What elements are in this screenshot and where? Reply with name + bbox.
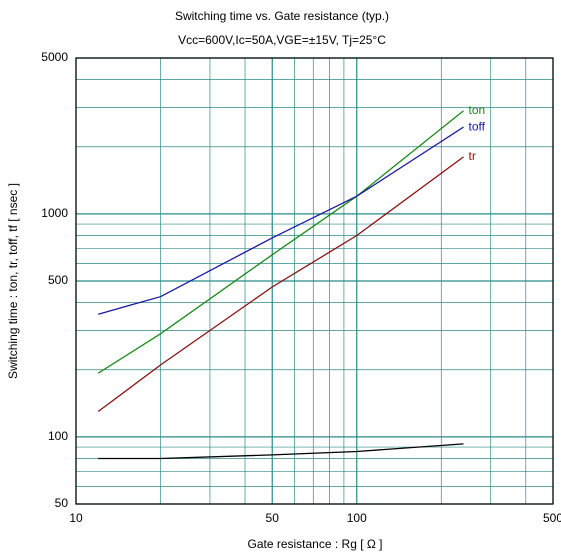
x-tick-label: 10: [69, 511, 83, 525]
chart-subtitle: Vcc=600V,Ic=50A,VGE=±15V, Tj=25°C: [178, 33, 386, 47]
series-label: toff: [469, 119, 486, 133]
x-tick-label: 50: [266, 511, 280, 525]
series-label: ton: [469, 103, 486, 117]
plot-frame: [75, 57, 554, 505]
y-tick-label: 1000: [41, 206, 68, 220]
y-tick-label: 5000: [41, 50, 68, 64]
series-line: [97, 110, 464, 374]
series-line: [97, 156, 464, 413]
series-line: [98, 443, 464, 460]
x-tick-label: 500: [543, 511, 561, 525]
y-tick-label: 100: [48, 429, 68, 443]
y-tick-label: 500: [48, 273, 68, 287]
chart-title: Switching time vs. Gate resistance (typ.…: [175, 9, 389, 23]
series-line: [98, 126, 464, 315]
y-axis-label: Switching time : ton, tr, toff, tf [ nse…: [6, 183, 20, 379]
y-tick-label: 50: [55, 496, 69, 510]
x-tick-label: 100: [347, 511, 367, 525]
x-axis-label: Gate resistance : Rg [ Ω ]: [247, 537, 382, 551]
series-label: tr: [469, 149, 476, 163]
